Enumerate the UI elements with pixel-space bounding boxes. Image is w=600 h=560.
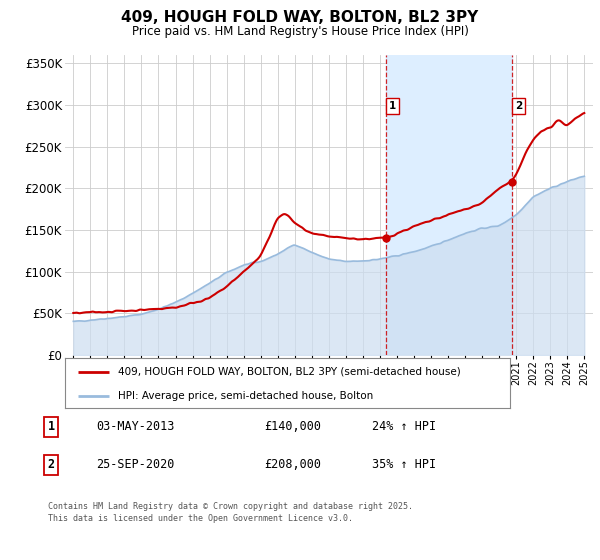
Text: £140,000: £140,000 [264,421,321,433]
Text: 03-MAY-2013: 03-MAY-2013 [96,421,175,433]
Text: 409, HOUGH FOLD WAY, BOLTON, BL2 3PY (semi-detached house): 409, HOUGH FOLD WAY, BOLTON, BL2 3PY (se… [118,367,461,377]
Text: 1: 1 [389,101,397,111]
Text: 24% ↑ HPI: 24% ↑ HPI [372,421,436,433]
Text: Price paid vs. HM Land Registry's House Price Index (HPI): Price paid vs. HM Land Registry's House … [131,25,469,38]
Text: £208,000: £208,000 [264,459,321,472]
Text: 409, HOUGH FOLD WAY, BOLTON, BL2 3PY: 409, HOUGH FOLD WAY, BOLTON, BL2 3PY [121,10,479,25]
Text: HPI: Average price, semi-detached house, Bolton: HPI: Average price, semi-detached house,… [118,391,373,400]
Text: 2: 2 [515,101,522,111]
Bar [386,55,512,355]
Text: 1: 1 [47,421,55,433]
Text: 25-SEP-2020: 25-SEP-2020 [96,459,175,472]
Text: Contains HM Land Registry data © Crown copyright and database right 2025.
This d: Contains HM Land Registry data © Crown c… [48,502,413,523]
Text: 35% ↑ HPI: 35% ↑ HPI [372,459,436,472]
Text: 2: 2 [47,459,55,472]
